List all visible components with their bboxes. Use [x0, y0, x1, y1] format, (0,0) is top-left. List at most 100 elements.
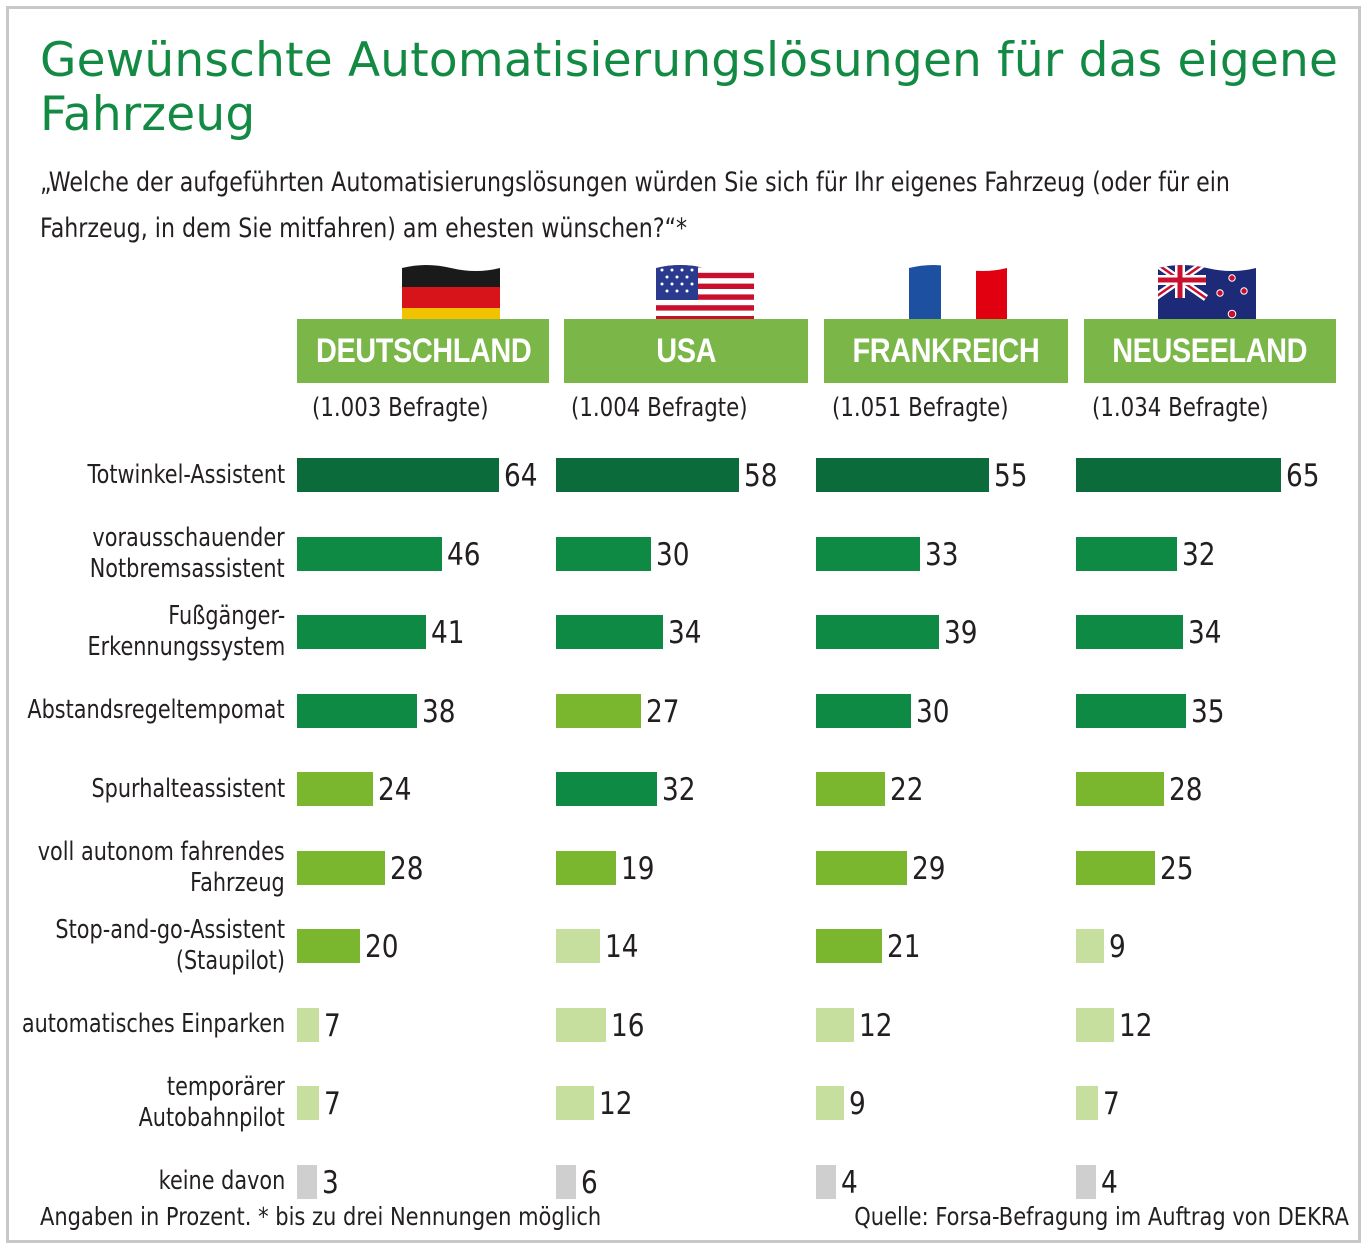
bar [297, 693, 417, 728]
data-label: 34 [668, 615, 702, 651]
bar [297, 1007, 320, 1042]
data-label: 28 [390, 850, 424, 887]
data-label: 39 [943, 615, 978, 651]
data-label: 7 [324, 1086, 341, 1122]
data-label: 22 [890, 772, 924, 808]
respondents-neuseeland: (1.034 Befragte) [1092, 393, 1269, 423]
bar [556, 615, 664, 649]
data-label: 46 [446, 536, 481, 573]
data-label: 58 [743, 458, 778, 494]
category-label: Totwinkel-Assistent [87, 460, 285, 491]
bar [816, 536, 920, 571]
data-label: 7 [1103, 1086, 1120, 1122]
category-label-line: Notbremsassistent [90, 553, 285, 584]
respondents-frankreich: (1.051 Befragte) [832, 393, 1009, 423]
bar [816, 1086, 845, 1120]
bar [816, 693, 911, 728]
chart-title: Gewünschte Automatisierungslösungen für … [40, 33, 1339, 142]
category-label: Fußgänger- Erkennungssystem [87, 601, 285, 663]
category-label-line: voll autonom fahrendes [38, 836, 285, 867]
category-label: keine davon [158, 1166, 285, 1197]
data-label: 9 [1109, 929, 1127, 965]
bar [297, 929, 360, 963]
bar [556, 1007, 607, 1042]
data-label: 27 [646, 693, 680, 730]
category-label: vorausschauender Notbremsassistent [90, 523, 285, 585]
data-label: 16 [611, 1007, 645, 1044]
data-label: 25 [1159, 850, 1194, 887]
category-label-line: Spurhalteassistent [91, 773, 285, 804]
bar [1076, 458, 1281, 492]
bar [1076, 772, 1165, 806]
data-label: 14 [605, 929, 639, 965]
category-label-line: vorausschauender [92, 522, 285, 553]
data-label: 12 [598, 1086, 633, 1122]
category-label-line: Erkennungssystem [87, 632, 285, 662]
data-label: 55 [994, 458, 1028, 494]
data-label: 12 [1118, 1007, 1153, 1044]
category-label-line: temporärer [167, 1072, 285, 1102]
country-name: NEUSEELAND [1112, 332, 1308, 370]
country-header-neuseeland: NEUSEELAND [1084, 319, 1336, 383]
data-label: 64 [503, 458, 538, 494]
country-name: FRANKREICH [852, 332, 1040, 370]
category-label-line: Fußgänger- [168, 601, 285, 631]
bar [297, 1164, 317, 1199]
category-label: Stop-and-go-Assistent (Staupilot) [55, 915, 285, 977]
data-label: 32 [1181, 536, 1216, 573]
country-name: DEUTSCHLAND [315, 332, 532, 370]
category-label-line: Fahrzeug [190, 867, 285, 898]
respondents-deutschland: (1.003 Befragte) [312, 393, 489, 423]
data-label: 41 [431, 615, 465, 651]
bar [1076, 693, 1187, 728]
france-flag [909, 265, 1007, 329]
bar [297, 850, 386, 885]
data-label: 34 [1188, 615, 1222, 651]
data-label: 12 [858, 1007, 893, 1044]
bar [1076, 1007, 1114, 1042]
bar [1076, 1164, 1096, 1199]
data-label: 6 [581, 1164, 598, 1201]
category-label-line: Stop-and-go-Assistent [55, 915, 285, 945]
bar [816, 458, 990, 492]
footnote-units: Angaben in Prozent. * bis zu drei Nennun… [40, 1202, 602, 1231]
footnote-source: Quelle: Forsa-Befragung im Auftrag von D… [854, 1202, 1349, 1231]
bar [1076, 929, 1105, 963]
data-label: 9 [849, 1086, 867, 1122]
data-label: 19 [620, 850, 655, 887]
respondents-usa: (1.004 Befragte) [571, 393, 748, 423]
data-label: 35 [1191, 693, 1225, 730]
data-label: 7 [324, 1007, 341, 1044]
category-label-line: automatisches Einparken [21, 1009, 285, 1039]
data-label: 33 [924, 536, 959, 573]
data-label: 21 [887, 929, 921, 965]
data-label: 24 [377, 772, 412, 808]
bar [1076, 615, 1184, 649]
data-label: 29 [912, 850, 946, 887]
bar [297, 536, 442, 571]
category-label: Abstandsregeltempomat [28, 695, 285, 726]
category-label-line: Totwinkel-Assistent [87, 459, 285, 490]
data-label: 30 [655, 536, 690, 573]
bar [556, 458, 739, 492]
data-label: 4 [841, 1164, 858, 1201]
category-label: temporärer Autobahnpilot [139, 1072, 285, 1134]
category-label-line: keine davon [158, 1166, 285, 1196]
category-label: automatisches Einparken [22, 1009, 285, 1040]
bar [297, 458, 499, 492]
bar [556, 693, 642, 728]
bar [556, 536, 651, 571]
bar [1076, 850, 1155, 885]
category-label: voll autonom fahrendes Fahrzeug [38, 837, 285, 899]
bar [816, 772, 886, 806]
data-label: 20 [365, 929, 399, 965]
bar [297, 1086, 320, 1120]
country-header-frankreich: FRANKREICH [824, 319, 1068, 383]
bar [816, 615, 939, 649]
category-label-line: Autobahnpilot [138, 1103, 285, 1133]
data-label: 38 [421, 693, 456, 730]
bar [556, 929, 601, 963]
country-name: USA [656, 332, 716, 370]
chart-subtitle: „Welche der aufgeführten Automatisierung… [40, 167, 1230, 244]
bar [556, 772, 657, 806]
